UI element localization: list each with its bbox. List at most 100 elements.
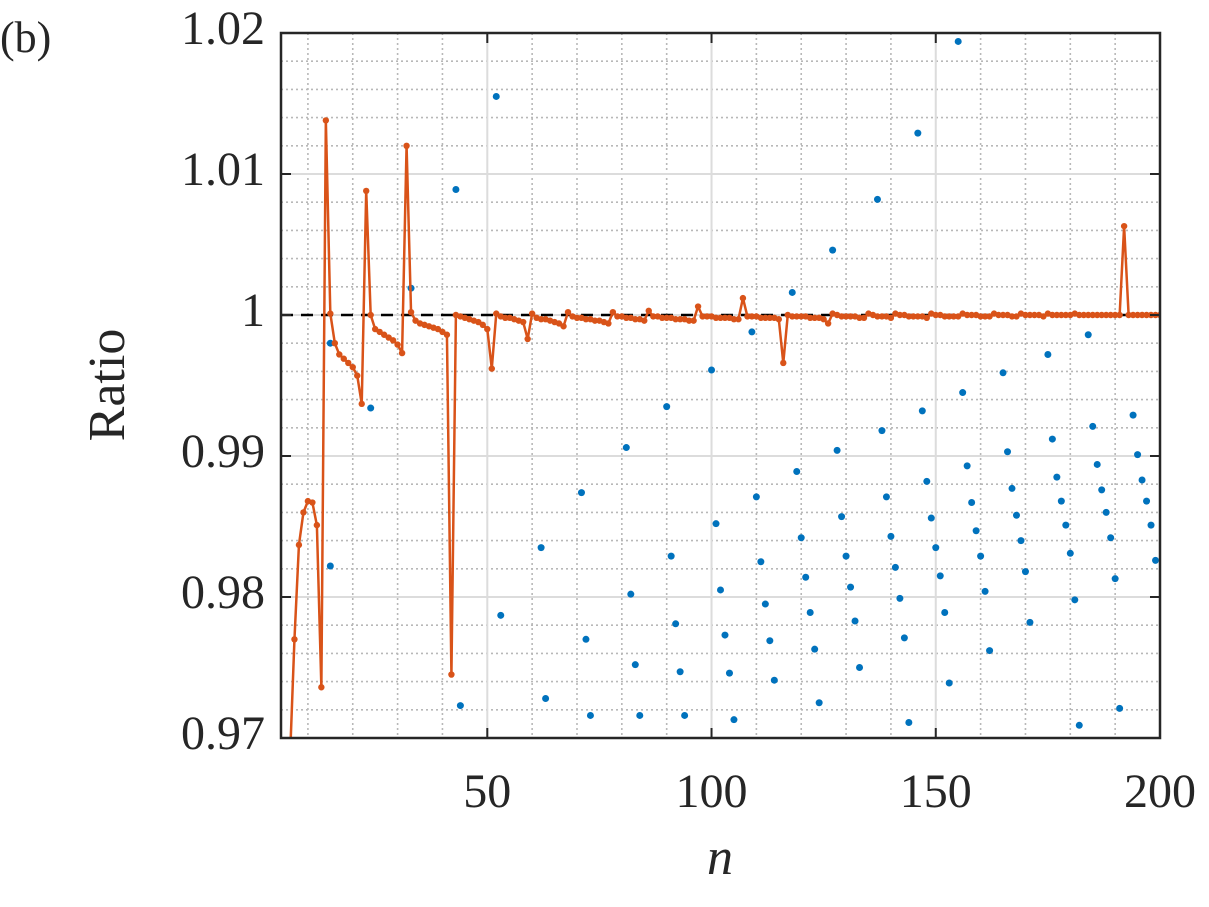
line-marker [484, 325, 491, 333]
line-marker [842, 313, 850, 320]
scatter-point [833, 446, 841, 454]
scatter-point [1093, 460, 1101, 468]
scatter-point [977, 552, 985, 560]
scatter-point [945, 679, 953, 687]
x-axis-label: n [707, 829, 733, 886]
y-tick-label: 1.01 [181, 143, 265, 196]
line-marker [780, 359, 787, 367]
scatter-point [788, 288, 796, 296]
line-marker [775, 316, 783, 323]
line-marker [798, 313, 805, 320]
scatter-point [959, 389, 967, 397]
line-marker [1026, 311, 1034, 319]
scatter-point [667, 552, 675, 560]
scatter-point [905, 718, 913, 726]
line-marker [1129, 311, 1137, 319]
line-marker [632, 316, 639, 323]
line-marker [336, 351, 343, 358]
y-tick-label: 0.98 [181, 566, 265, 619]
plot-frame [279, 31, 1162, 740]
line-marker [789, 313, 796, 320]
scatter-point [1026, 618, 1034, 626]
line-marker [950, 313, 957, 320]
line-marker [403, 142, 410, 149]
scatter-point [586, 711, 594, 719]
scatter-point [927, 514, 935, 522]
scatter-point [1084, 331, 1092, 339]
scatter-point [829, 246, 837, 254]
line-marker [712, 314, 720, 322]
line-marker [766, 314, 774, 322]
scatter-point [1089, 422, 1097, 430]
scatter-point [896, 594, 904, 602]
line-marker [582, 316, 590, 323]
scatter-point [757, 558, 765, 566]
line-marker [824, 320, 832, 327]
scatter-point [766, 637, 774, 645]
scatter-point [725, 669, 733, 677]
scatter-point [1075, 721, 1083, 729]
line-marker [609, 308, 617, 316]
scatter-point [954, 37, 962, 45]
scatter-point [856, 664, 864, 671]
y-tick-label: 0.99 [181, 425, 265, 478]
scatter-point [1147, 521, 1155, 529]
scatter-point [622, 444, 630, 452]
x-tick-label: 50 [463, 765, 511, 818]
scatter-point [672, 620, 680, 628]
line-marker [564, 308, 572, 316]
line-marker [1102, 311, 1110, 319]
scatter-point [1111, 575, 1119, 583]
x-tick-label: 200 [1124, 765, 1196, 818]
scatter-point [636, 711, 644, 719]
scatter-point [752, 493, 760, 501]
scatter-point [802, 573, 810, 581]
scatter-point [1107, 534, 1115, 542]
line-marker [394, 341, 401, 348]
scatter-point [873, 195, 881, 203]
line-marker [663, 314, 670, 322]
scatter-point [708, 366, 716, 374]
line-marker [1031, 311, 1038, 319]
line-marker [838, 313, 845, 320]
y-tick-label: 1 [241, 284, 265, 337]
scatter-point [1017, 537, 1025, 545]
line-marker [820, 316, 827, 323]
line-marker [1008, 313, 1016, 320]
scatter-point [1053, 473, 1061, 481]
line-marker [389, 337, 397, 344]
line-marker [1076, 311, 1083, 319]
line-marker [672, 316, 679, 323]
scatter-point [815, 699, 823, 707]
line-marker [448, 671, 455, 678]
scatter-point [577, 489, 585, 497]
line-marker [910, 313, 917, 320]
line-marker [1085, 311, 1092, 319]
line-marker [914, 313, 922, 320]
scatter-point [1048, 435, 1056, 443]
scatter-point [941, 609, 949, 617]
line-marker [856, 314, 863, 322]
line-marker [757, 314, 765, 322]
line-marker [614, 313, 621, 320]
scatter-point [537, 544, 545, 552]
scatter-point [972, 527, 980, 535]
line-marker [358, 400, 365, 408]
scatter-point [847, 583, 855, 591]
scatter-point [676, 668, 684, 676]
scatter-point [730, 716, 738, 724]
scatter-point [1008, 484, 1016, 492]
line-marker [977, 313, 984, 320]
scatter-point [1021, 568, 1029, 576]
line-marker [981, 313, 989, 320]
scatter-point [631, 661, 639, 669]
line-marker [896, 311, 904, 319]
plot-area [281, 37, 1160, 738]
scatter-point [712, 520, 720, 528]
line-marker [349, 363, 356, 371]
line-marker [1120, 222, 1128, 230]
line-marker [699, 313, 706, 320]
axes: 50 100 150 200 0.97 0.98 0.99 1 1.01 1.02 [181, 2, 1196, 818]
scatter-point [1057, 497, 1065, 505]
